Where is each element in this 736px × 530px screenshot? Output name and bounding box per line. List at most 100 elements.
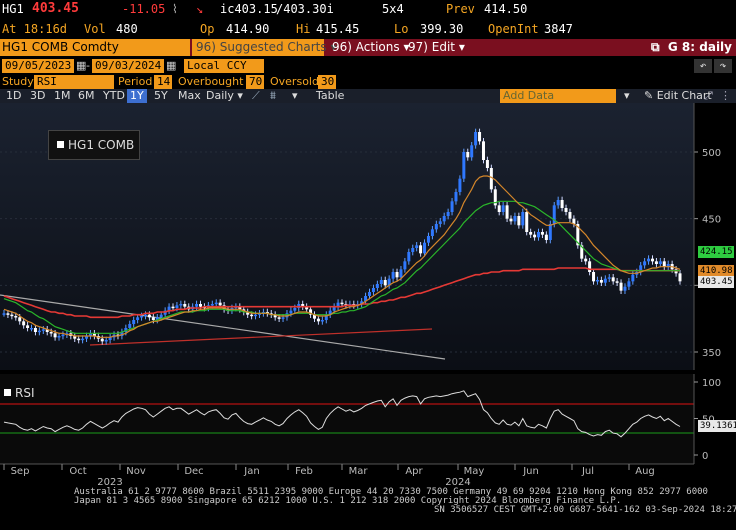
candle-body (360, 301, 364, 304)
bid-price: ic403.15 (220, 2, 278, 16)
candle-body (312, 314, 316, 319)
candle-body (548, 224, 552, 240)
candle-body (364, 296, 368, 302)
price-tick-label: 450 (702, 215, 721, 226)
candle-body (423, 242, 427, 254)
candle-body (525, 212, 529, 232)
actions-menu[interactable]: 96) Actions ▾ (328, 39, 409, 56)
trend-line-up[interactable] (89, 328, 433, 346)
candle-body (647, 258, 651, 262)
candle-body (497, 205, 501, 212)
chart-type-icon[interactable]: ⩩ (270, 89, 276, 102)
candle-body (128, 324, 132, 328)
month-label: Dec (184, 466, 203, 477)
currency-select[interactable]: Local CCY (184, 59, 264, 73)
candle-body (615, 281, 619, 283)
line-chart-icon[interactable]: ⟋ (252, 89, 260, 102)
trend-line-down[interactable] (0, 294, 446, 360)
candle-body (61, 334, 65, 337)
oversold-input[interactable]: 30 (318, 75, 336, 89)
period-5y[interactable]: 5Y (154, 89, 168, 102)
candle-body (399, 269, 403, 278)
period-ytd[interactable]: YTD (103, 89, 125, 102)
candle-body (517, 216, 521, 226)
frequency-select[interactable]: Daily ▾ (206, 89, 243, 103)
rsi-line (3, 390, 681, 438)
candle-body (183, 304, 187, 307)
end-date-input[interactable]: 09/03/2024 (92, 59, 164, 73)
rsi-legend[interactable]: RSI (4, 386, 35, 400)
period-1y[interactable]: 1Y (127, 89, 147, 103)
calendar-icon[interactable]: ▦ (166, 59, 177, 72)
add-data-input[interactable]: Add Data (500, 89, 616, 103)
edit-chart-button[interactable]: ✎ Edit Chart (644, 89, 712, 103)
period-1m[interactable]: 1M (54, 89, 71, 102)
candle-body (328, 310, 332, 315)
period-3d[interactable]: 3D (30, 89, 46, 102)
main-legend[interactable]: HG1 COMB (48, 130, 140, 160)
calendar-icon[interactable]: ▦ (76, 59, 87, 72)
quote-time: At 18:16d (2, 22, 68, 36)
candle-body (159, 314, 163, 318)
candle-body (6, 313, 10, 315)
period-max[interactable]: Max (178, 89, 201, 102)
period-label: Period (118, 75, 153, 88)
candle-body (537, 232, 541, 238)
panel-divider (0, 370, 736, 374)
high-value: 415.45 (316, 22, 360, 36)
candle-body (588, 261, 592, 272)
rsi-axis: 050100 (693, 374, 721, 464)
chevron-down-icon[interactable]: ▾ (292, 89, 298, 102)
undo-icon[interactable]: ↶ (694, 59, 712, 73)
candle-body (246, 312, 250, 315)
candle-body (320, 320, 324, 322)
candle-body (643, 261, 647, 266)
ma-orange-line (3, 175, 681, 338)
candle-body (195, 304, 199, 307)
ticker-label: HG1 (2, 2, 24, 16)
start-date-input[interactable]: 09/05/2023 (2, 59, 74, 73)
candle-body (316, 318, 320, 322)
ma-red-line (3, 267, 680, 319)
high-label: Hi (296, 22, 311, 36)
overbought-input[interactable]: 70 (246, 75, 264, 89)
footer-contacts-2: Japan 81 3 4565 8900 Singapore 65 6212 1… (74, 496, 622, 506)
table-button[interactable]: Table (316, 89, 345, 102)
chevron-down-icon[interactable]: ▾ (624, 89, 630, 102)
more-options-icon[interactable]: ⋮ (720, 89, 731, 102)
candle-body (238, 306, 242, 310)
period-6m[interactable]: 6M (78, 89, 95, 102)
external-link-icon: ⧉ (650, 40, 660, 54)
candle-body (509, 218, 513, 222)
volume-value: 480 (116, 22, 138, 36)
study-select[interactable]: RSI (34, 75, 114, 89)
last-price: 403.45 (32, 1, 79, 16)
candle-body (10, 314, 14, 317)
edit-chart-label: Edit Chart (656, 89, 712, 102)
candle-body (576, 224, 580, 246)
quote-detail-bar: At 18:16d Vol 480 Op 414.90 Hi 415.45 Lo… (0, 20, 736, 38)
month-label: Mar (349, 466, 369, 477)
redo-icon[interactable]: ↷ (714, 59, 732, 73)
candle-body (607, 277, 611, 279)
zoom-icon[interactable]: ⤢ (704, 89, 713, 102)
suggested-charts-menu[interactable]: 96) Suggested Charts ▾ (192, 39, 336, 56)
candle-body (151, 317, 155, 320)
candle-body (143, 314, 147, 317)
chart-page-label[interactable]: ⧉ G 8: daily (651, 39, 732, 56)
candle-body (505, 205, 509, 219)
candle-body (478, 132, 482, 142)
candle-body (108, 337, 112, 340)
price-axis: 350 450 500 (693, 103, 721, 370)
prev-close: 414.50 (484, 2, 528, 16)
candle-body (552, 205, 556, 224)
period-1d[interactable]: 1D (6, 89, 22, 102)
candle-body (415, 245, 419, 248)
down-arrow-icon: ↘ (196, 2, 204, 16)
edit-menu[interactable]: 97) Edit ▾ (404, 39, 466, 56)
year-label: 2024 (445, 477, 470, 488)
open-interest-value: 3847 (544, 22, 573, 36)
security-field[interactable]: HG1 COMB Comdty (0, 39, 190, 56)
period-input[interactable]: 14 (154, 75, 172, 89)
